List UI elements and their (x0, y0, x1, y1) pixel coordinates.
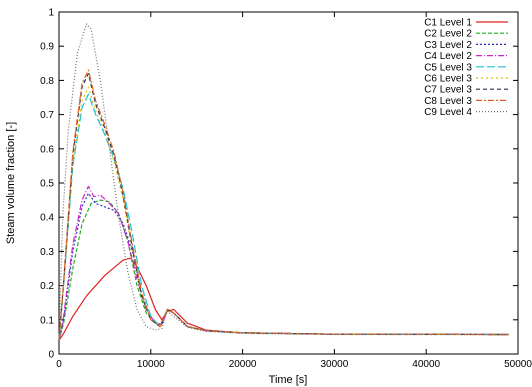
legend: C1 Level 1C2 Level 2C3 Level 2C4 Level 2… (424, 18, 508, 118)
x-tick-label: 30000 (320, 359, 348, 370)
x-axis-label: Time [s] (269, 374, 308, 386)
legend-label: C6 Level 3 (424, 74, 472, 85)
legend-label: C7 Level 3 (424, 85, 472, 96)
series-line-9 (58, 23, 509, 341)
legend-label: C3 Level 2 (424, 40, 472, 51)
x-tick-label: 50000 (504, 359, 532, 370)
y-axis-label: Steam volume fraction [-] (5, 122, 17, 244)
series-line-1 (58, 257, 509, 341)
y-tick-label: 0.4 (40, 213, 54, 224)
y-tick-label: 0.9 (40, 42, 54, 53)
x-tick-label: 20000 (229, 359, 257, 370)
legend-label: C2 Level 2 (424, 29, 472, 40)
legend-label: C5 Level 3 (424, 62, 472, 73)
y-tick-label: 0.1 (40, 315, 54, 326)
x-tick-label: 40000 (412, 359, 440, 370)
y-tick-label: 0.6 (40, 144, 54, 155)
legend-label: C4 Level 2 (424, 51, 472, 62)
series-line-4 (58, 185, 509, 341)
y-tick-label: 0.5 (40, 179, 54, 190)
y-tick-label: 1 (48, 8, 54, 19)
legend-label: C9 Level 4 (424, 107, 472, 118)
legend-label: C1 Level 1 (424, 18, 472, 29)
x-tick-label: 0 (56, 359, 62, 370)
series-line-8 (58, 69, 509, 341)
y-tick-label: 0.8 (40, 76, 54, 87)
y-tick-label: 0.3 (40, 247, 54, 258)
y-tick-label: 0.7 (40, 110, 54, 121)
y-tick-label: 0 (48, 350, 54, 361)
x-tick-label: 10000 (137, 359, 165, 370)
legend-label: C8 Level 3 (424, 96, 472, 107)
axis-ticks: 0 10000 20000 30000 40000 50000 0 0.1 0.2 0.3 0.4 0… (40, 8, 532, 371)
y-tick-label: 0.2 (40, 281, 54, 292)
series-group (58, 23, 509, 341)
